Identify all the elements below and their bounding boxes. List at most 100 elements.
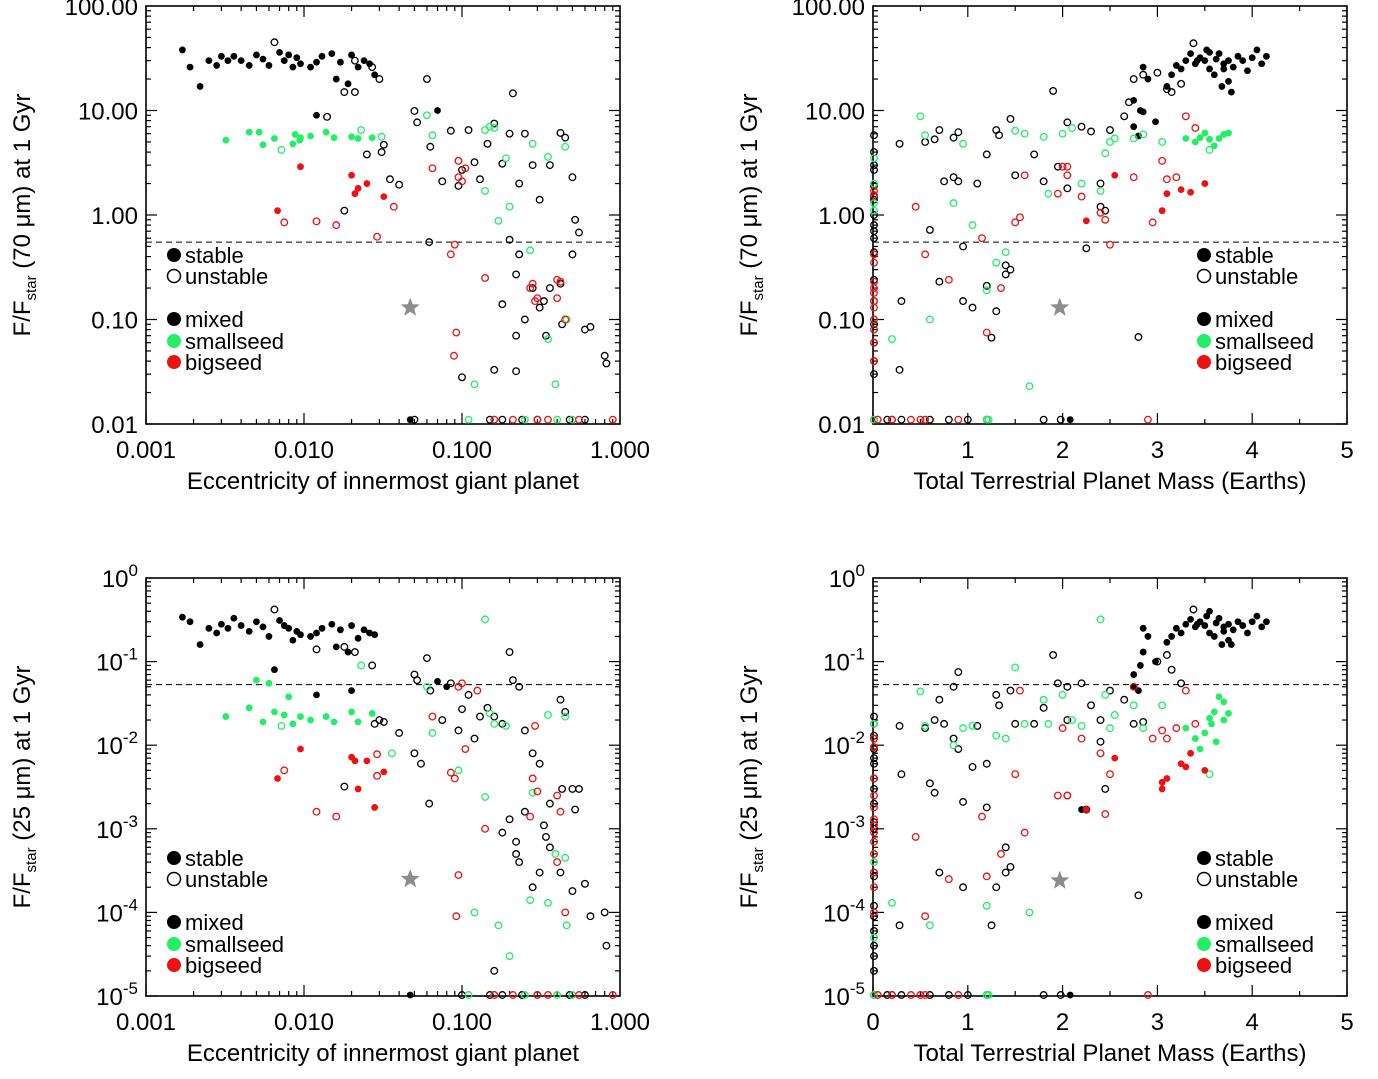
legend-marker-bigseed [167,355,181,369]
y-tick-label: 10.00 [805,99,865,126]
data-point-mixed-unstable [968,303,977,312]
data-point-mixed-stable [280,57,288,65]
y-tick-label: 10-5 [823,979,865,1011]
data-point-smallseed-unstable [377,132,386,141]
data-point-mixed-unstable [992,307,1001,316]
data-point-mixed-unstable [520,807,529,816]
data-point-mixed-stable [1136,662,1144,669]
data-point-bigseed-unstable [870,803,878,812]
data-point-mixed-unstable [580,879,589,888]
data-point-mixed-unstable [498,300,507,309]
y-tick-label: 100 [829,561,865,593]
y-ticks: 0.01 1.00 0.10 10.00 100.00 [792,0,1347,439]
data-point-mixed-stable [344,648,352,656]
data-point-mixed-unstable [535,303,544,312]
data-point-bigseed-unstable [1158,156,1167,165]
legend-marker-smallseed [167,937,181,951]
data-point-mixed-stable [1163,638,1171,646]
data-point-bigseed-unstable [870,774,878,783]
data-point-bigseed-unstable [888,415,896,424]
data-point-mixed-stable [245,627,253,635]
data-point-mixed-unstable [1039,703,1048,712]
data-point-mixed-unstable [870,966,878,975]
data-point-mixed-stable [1130,123,1138,131]
data-point-bigseed-unstable [870,357,878,366]
data-point-bigseed-unstable [870,908,878,917]
x-tick-label: 0.010 [274,1009,334,1036]
data-point-bigseed-unstable [921,912,930,921]
data-point-mixed-unstable [925,415,934,424]
data-point-bigseed-unstable [916,991,925,999]
data-point-mixed-unstable [375,716,384,724]
data-point-mixed-unstable [556,868,565,877]
data-point-mixed-unstable [959,297,968,306]
data-point-mixed-unstable [992,883,1001,892]
data-point-mixed-unstable [870,165,878,174]
data-point-mixed-stable [1212,55,1220,63]
data-point-mixed-unstable [1011,719,1020,728]
data-point-mixed-unstable [973,721,982,730]
data-point-mixed-stable [1187,50,1194,58]
data-point-mixed-stable [348,687,355,694]
data-point-smallseed-stable [1182,724,1190,732]
data-point-smallseed-unstable [277,145,286,154]
data-point-mixed-stable [337,626,344,634]
data-point-mixed-stable [1225,77,1232,85]
data-point-mixed-unstable [375,75,384,83]
data-point-smallseed-unstable [870,199,878,208]
data-point-bigseed-stable [1163,775,1171,782]
data-point-mixed-stable [1193,57,1201,65]
data-point-bigseed-unstable [1106,770,1114,779]
data-point-mixed-stable [1220,65,1228,73]
data-point-smallseed-stable [330,134,338,142]
data-point-mixed-unstable [323,112,332,121]
data-point-bigseed-unstable [373,750,382,759]
data-point-mixed-unstable [870,912,878,921]
data-point-bigseed-unstable [450,774,459,783]
data-point-mixed-unstable [987,921,996,930]
data-point-mixed-stable [237,57,245,65]
legend-marker-bigseed [167,958,181,972]
data-point-mixed-stable [1139,108,1147,116]
data-point-smallseed-stable [368,710,376,717]
data-point-mixed-unstable [571,215,580,224]
y-tick-exponent: -1 [123,645,138,664]
data-point-bigseed-unstable [450,240,459,249]
data-point-mixed-stable [1066,416,1074,424]
data-point-bigseed-stable [1082,806,1090,813]
data-point-bigseed-unstable [870,258,878,267]
data-point-bigseed-unstable [1162,734,1171,743]
data-point-mixed-unstable [438,716,447,724]
data-point-smallseed-unstable [1001,734,1010,743]
data-point-smallseed-unstable [528,139,537,148]
data-point-bigseed-unstable [921,415,930,424]
data-point-mixed-unstable [417,759,425,768]
data-point-bigseed-unstable [1053,791,1062,800]
data-point-mixed-unstable [895,139,904,148]
data-point-smallseed-unstable [470,908,479,917]
data-point-mixed-stable [245,62,253,69]
data-point-smallseed-unstable [1096,615,1105,624]
data-point-mixed-unstable [446,126,455,135]
x-tick-label: 4 [1246,1009,1259,1036]
data-point-bigseed-unstable [1143,991,1152,999]
data-point-smallseed-unstable [1058,690,1067,699]
data-point-bigseed-unstable [280,766,289,775]
data-point-mixed-stable [1201,57,1209,65]
data-point-mixed-unstable [1096,737,1105,746]
data-point-mixed-unstable [490,966,499,975]
data-point-smallseed-stable [307,132,314,140]
data-point-mixed-unstable [498,991,507,999]
data-point-bigseed-unstable [1143,415,1152,424]
data-point-mixed-unstable [520,726,529,735]
y-tick-base: 10 [823,817,850,844]
data-point-bigseed-unstable [428,164,437,173]
legend-marker-smallseed [167,334,181,348]
data-point-bigseed-unstable [906,991,915,999]
data-point-bigseed-unstable [446,768,455,777]
data-point-mixed-stable [1182,57,1190,65]
data-point-smallseed-unstable [1068,124,1077,132]
data-point-mixed-unstable [602,359,611,368]
data-point-mixed-unstable [895,921,904,930]
data-point-mixed-unstable [1006,686,1015,695]
